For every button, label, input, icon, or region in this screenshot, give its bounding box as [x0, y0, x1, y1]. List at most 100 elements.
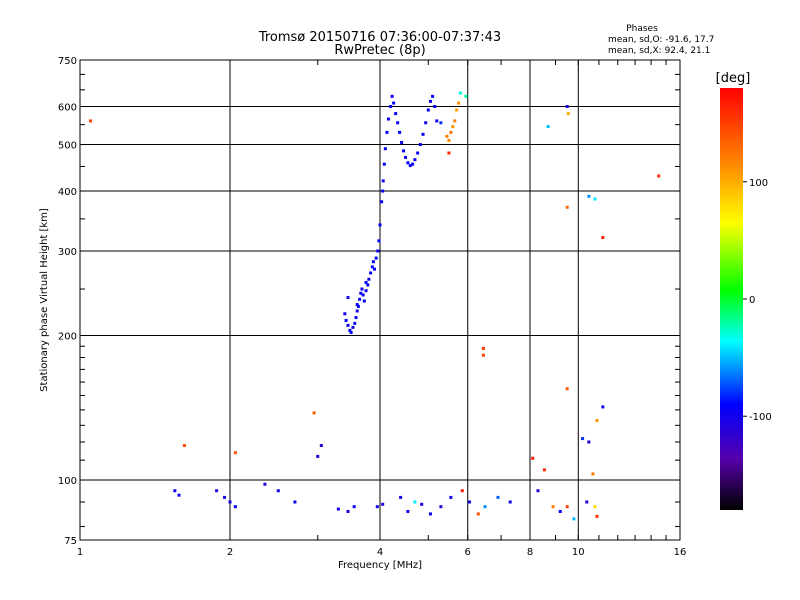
- x-tick-label: 2: [227, 547, 233, 558]
- echo-point: [316, 454, 320, 458]
- y-tick-label: 400: [58, 187, 77, 198]
- y-tick-label: 200: [58, 332, 77, 343]
- chart-subtitle: RwPretec (8p): [334, 43, 425, 58]
- echo-point: [355, 303, 359, 307]
- echo-point: [408, 164, 412, 168]
- echo-point: [381, 502, 385, 506]
- echo-point: [657, 174, 661, 178]
- echo-point: [390, 94, 394, 98]
- echo-point: [276, 489, 280, 493]
- echo-point: [481, 353, 485, 357]
- echo-point: [389, 105, 393, 109]
- chart-title: Tromsø 20150716 07:36:00-07:37:43: [258, 30, 501, 45]
- echo-point: [585, 500, 589, 504]
- echo-point: [381, 189, 385, 193]
- echo-point: [355, 309, 359, 313]
- echo-point: [439, 121, 443, 125]
- echo-point: [386, 117, 390, 121]
- echo-point: [319, 444, 323, 448]
- echo-point: [508, 500, 512, 504]
- echo-point: [406, 161, 410, 165]
- echo-point: [346, 323, 350, 327]
- echo-point: [566, 112, 570, 116]
- echo-point: [426, 108, 430, 112]
- echo-point: [536, 489, 540, 493]
- echo-point: [344, 318, 348, 322]
- echo-point: [403, 155, 407, 159]
- echo-point: [587, 440, 591, 444]
- echo-point: [468, 500, 472, 504]
- y-tick-label: 100: [58, 476, 77, 487]
- echo-point: [451, 125, 455, 129]
- echo-point: [369, 271, 373, 275]
- echo-point: [565, 387, 569, 391]
- echo-point: [558, 509, 562, 513]
- colorbar-tick-label: 0: [749, 295, 755, 306]
- echo-point: [351, 325, 355, 329]
- y-tick-label: 500: [58, 141, 77, 152]
- echo-point: [396, 121, 400, 125]
- echo-point: [312, 411, 316, 415]
- echo-point: [428, 99, 432, 103]
- echo-point: [215, 489, 219, 493]
- echo-point: [572, 517, 576, 521]
- colorbar-label: [deg]: [716, 71, 751, 86]
- echo-point: [593, 197, 597, 201]
- echo-point: [445, 134, 449, 138]
- echo-point: [346, 509, 350, 513]
- echo-point: [385, 130, 389, 134]
- phase-info-x: mean, sd,X: 92.4, 21.1: [608, 46, 710, 56]
- echo-point: [531, 456, 535, 460]
- echo-point: [371, 260, 375, 264]
- x-tick-label: 16: [674, 547, 687, 558]
- echo-point: [364, 280, 368, 284]
- grid-lines: [80, 60, 680, 540]
- echo-point: [400, 140, 404, 144]
- echo-points: [89, 91, 661, 521]
- y-axis-ticks: 75 100 200 300 400 500 600 750: [58, 56, 680, 547]
- echo-point: [601, 405, 605, 409]
- x-tick-label: 8: [527, 547, 533, 558]
- echo-point: [177, 493, 181, 497]
- echo-point: [551, 505, 555, 509]
- echo-point: [263, 482, 267, 486]
- echo-point: [595, 514, 599, 518]
- echo-point: [402, 149, 406, 153]
- echo-point: [349, 330, 353, 334]
- x-axis-ticks: 1 2 4 6 8 10 16: [77, 60, 687, 558]
- echo-point: [565, 105, 569, 109]
- echo-point: [398, 130, 402, 134]
- echo-point: [411, 162, 415, 166]
- echo-point: [367, 277, 371, 281]
- echo-point: [565, 505, 569, 509]
- echo-point: [457, 101, 461, 105]
- echo-point: [447, 138, 451, 142]
- echo-point: [447, 151, 451, 155]
- x-axis-label: Frequency [MHz]: [338, 560, 422, 571]
- echo-point: [354, 316, 358, 320]
- colorbar: [720, 88, 743, 510]
- echo-point: [366, 283, 370, 287]
- echo-point: [377, 239, 381, 243]
- echo-point: [182, 444, 186, 448]
- echo-point: [413, 500, 417, 504]
- colorbar-tick-label: -100: [749, 412, 772, 423]
- y-tick-label: 750: [58, 56, 77, 67]
- echo-point: [460, 489, 464, 493]
- x-tick-label: 10: [572, 547, 585, 558]
- echo-point: [346, 296, 350, 300]
- echo-point: [375, 505, 379, 509]
- echo-point: [376, 249, 380, 253]
- echo-point: [373, 267, 377, 271]
- echo-point: [358, 297, 362, 301]
- echo-point: [481, 346, 485, 350]
- echo-point: [433, 105, 437, 109]
- echo-point: [399, 495, 403, 499]
- echo-point: [380, 200, 384, 204]
- echo-point: [591, 472, 595, 476]
- x-tick-label: 4: [377, 547, 383, 558]
- echo-point: [418, 143, 422, 147]
- echo-point: [223, 495, 227, 499]
- echo-point: [581, 437, 585, 441]
- echo-point: [483, 505, 487, 509]
